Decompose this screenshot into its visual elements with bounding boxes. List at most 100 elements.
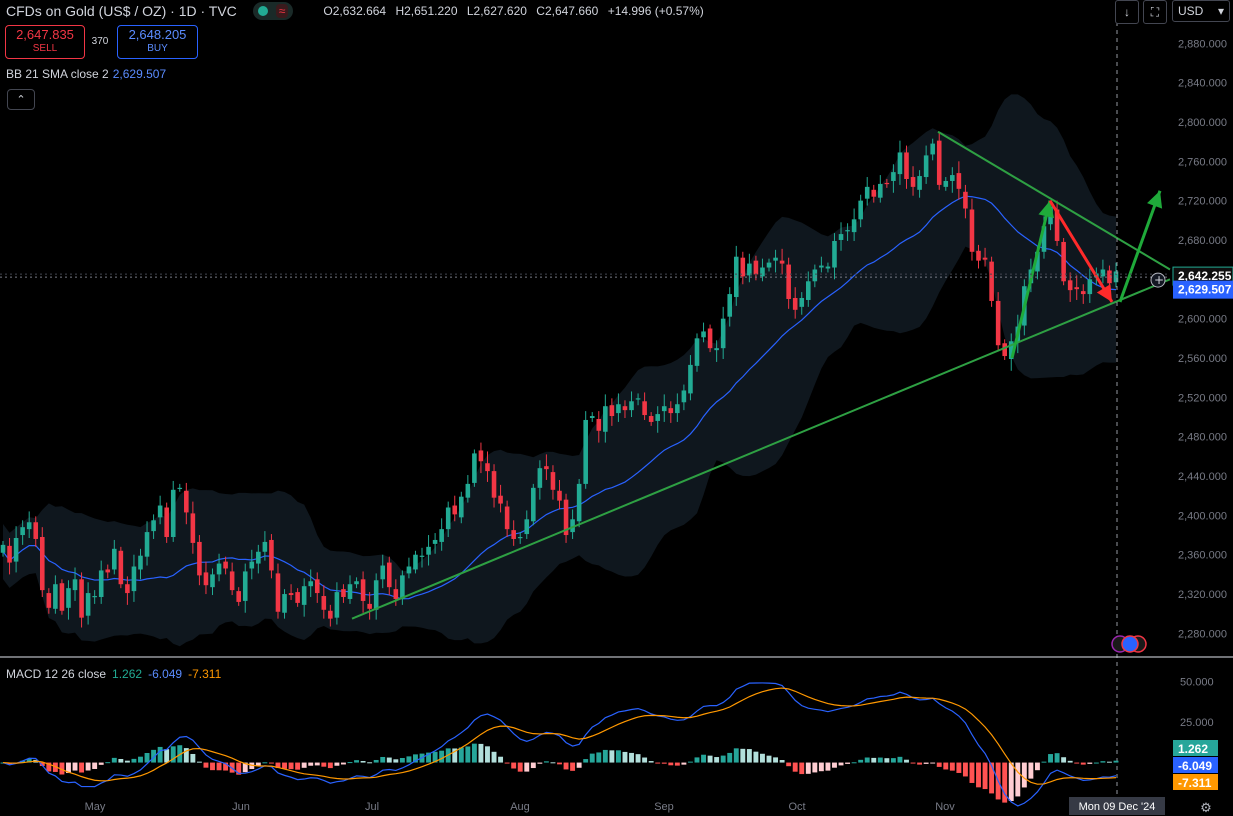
candle-body: [491, 471, 497, 498]
macd-hist-bar: [786, 762, 792, 767]
gear-icon[interactable]: ⚙: [1200, 800, 1212, 815]
macd-hist-bar: [354, 760, 359, 763]
candle-body: [92, 596, 97, 598]
download-button[interactable]: ↓: [1115, 0, 1139, 24]
candle-body: [923, 155, 929, 178]
macd-hist-bar: [524, 762, 530, 772]
candle: [956, 161, 962, 200]
candle-body: [766, 262, 772, 268]
candle-body: [105, 569, 111, 573]
market-open-icon: [257, 6, 268, 16]
candle-body: [563, 499, 569, 536]
candle-body: [930, 143, 935, 155]
candle-body: [603, 406, 608, 432]
candle-body: [864, 186, 870, 199]
macd-hist-bar: [635, 754, 641, 763]
fullscreen-icon: ⛶: [1150, 4, 1160, 19]
macd-legend[interactable]: MACD 12 26 close 1.262 -6.049 -7.311: [6, 667, 221, 681]
y-tick-label: 2,600.000: [1178, 314, 1227, 326]
candle-body: [184, 490, 189, 513]
candle-body: [688, 364, 693, 394]
macd-hist-bar: [701, 754, 706, 763]
candle-body: [963, 191, 968, 209]
currency-value: USD: [1178, 4, 1204, 18]
macd-value-tag: -7.311: [1173, 774, 1218, 790]
candle-body: [786, 264, 791, 299]
candle: [969, 198, 975, 261]
candle-body: [229, 571, 235, 591]
fullscreen-button[interactable]: ⛶: [1143, 0, 1167, 24]
macd-hist-bar: [884, 758, 890, 763]
candle-body: [1080, 291, 1086, 295]
y-tick-label: 2,360.000: [1178, 550, 1227, 562]
macd-hist-bar: [799, 762, 805, 775]
symbol-title[interactable]: CFDs on Gold (US$ / OZ) · 1D · TVC: [6, 3, 237, 19]
y-tick-label: 2,280.000: [1178, 628, 1227, 640]
low-label: L: [466, 4, 474, 18]
candle: [308, 569, 314, 598]
buy-button[interactable]: 2,648.205 BUY: [117, 25, 198, 59]
macd-hist-bar: [904, 759, 909, 763]
candle: [426, 535, 431, 566]
candle: [786, 257, 791, 309]
candle-body: [753, 260, 759, 275]
candle-body: [20, 527, 25, 536]
candle-body: [799, 298, 805, 307]
candle-body: [39, 537, 45, 591]
currency-select[interactable]: USD ▾: [1172, 0, 1230, 22]
sell-button[interactable]: 2,647.835 SELL: [5, 25, 85, 59]
macd-hist-bar: [386, 757, 392, 763]
candle-body: [832, 240, 837, 268]
macd-hist-bar: [1021, 762, 1027, 788]
candle: [249, 549, 255, 580]
candle: [701, 322, 706, 343]
add-alert-button[interactable]: +: [1150, 272, 1166, 288]
macd-hist-bar: [1100, 761, 1106, 763]
candle-body: [956, 173, 962, 189]
candle-body: [459, 496, 464, 518]
candle-body: [812, 269, 818, 282]
macd-hist-bar: [321, 762, 327, 767]
macd-hist-bar: [910, 762, 916, 764]
macd-hist-bar: [190, 753, 196, 763]
candle: [347, 575, 353, 604]
macd-hist-bar: [262, 762, 268, 764]
candle-body: [334, 592, 340, 618]
macd-hist-bar: [760, 753, 765, 763]
bb-value: 2,629.507: [112, 67, 167, 81]
up-arrow-2: [1118, 190, 1163, 303]
x-month-label: Aug: [510, 801, 530, 813]
macd-hist-bar: [845, 762, 851, 764]
candle: [216, 553, 222, 582]
candle-body: [878, 183, 883, 198]
collapse-legend-button[interactable]: ⌃: [7, 89, 35, 110]
candle: [354, 577, 359, 589]
market-status[interactable]: ≈: [252, 2, 294, 20]
bb-price-label: 2,629.507: [1178, 283, 1232, 297]
macd-hist-bar: [917, 762, 923, 765]
candle-body: [288, 593, 294, 596]
candle-body: [465, 483, 471, 498]
bb-legend[interactable]: BB 21 SMA close 2 2,629.507: [6, 67, 166, 81]
candle: [858, 194, 863, 228]
candle: [884, 179, 890, 188]
candle: [733, 245, 739, 306]
macd-hist-bar: [138, 756, 143, 763]
candle-body: [341, 589, 346, 598]
candle-body: [314, 579, 320, 594]
candle-body: [282, 594, 287, 613]
candle-body: [720, 318, 726, 349]
crosshair-date-label: Mon 09 Dec '24: [1079, 801, 1156, 813]
candle-body: [707, 328, 713, 349]
y-tick-label: 2,800.000: [1178, 117, 1227, 129]
macd-value-tag: 1.262: [1173, 740, 1218, 756]
candle: [851, 208, 857, 241]
candle: [819, 256, 824, 273]
macd-hist-bar: [956, 762, 962, 773]
macd-hist-bar: [1048, 754, 1053, 763]
candle: [707, 324, 713, 353]
macd-hist-bar: [255, 762, 261, 766]
candle-body: [452, 505, 458, 515]
candle: [413, 550, 418, 574]
